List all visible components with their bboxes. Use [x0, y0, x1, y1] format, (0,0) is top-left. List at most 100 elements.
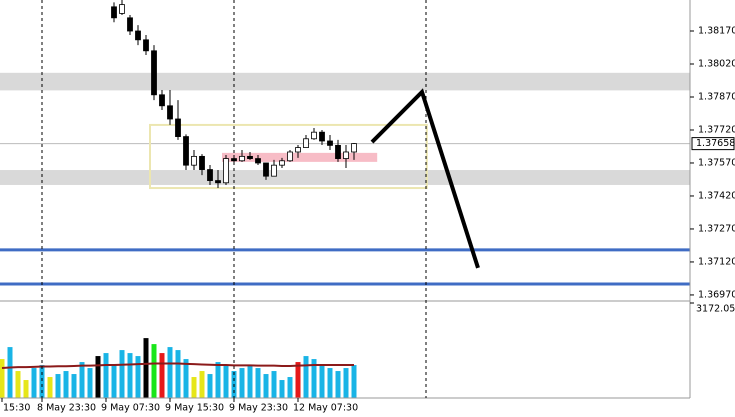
- volume-bar: [55, 374, 61, 398]
- volume-bar: [63, 371, 69, 398]
- volume-bar: [335, 371, 341, 398]
- candle-body: [135, 30, 141, 41]
- volume-bar: [79, 362, 85, 398]
- volume-bar: [135, 356, 141, 398]
- candle-body: [319, 131, 325, 142]
- y-tick-label: 1.37570: [698, 157, 735, 168]
- y-tick-label: 1.37270: [698, 223, 735, 234]
- range-box: [222, 152, 378, 162]
- x-tick-label: 12 May 07:30: [293, 403, 358, 414]
- candle-body: [279, 160, 285, 166]
- candle-body: [215, 180, 221, 184]
- volume-bar: [343, 368, 349, 398]
- candle-body: [167, 105, 173, 120]
- y-tick-label: 1.37870: [698, 91, 735, 102]
- price-pane: [0, 0, 690, 286]
- volume-bar: [287, 377, 293, 398]
- volume-bar: [351, 365, 357, 398]
- candle-body: [351, 143, 357, 153]
- candle-body: [199, 155, 205, 170]
- candle-body: [191, 155, 197, 166]
- support-zone: [0, 72, 690, 91]
- candle-body: [151, 50, 157, 96]
- candle-body: [303, 138, 309, 148]
- volume-bar: [319, 365, 325, 398]
- volume-bar: [111, 365, 117, 398]
- candle-body: [295, 147, 301, 153]
- candle-body: [327, 140, 333, 146]
- volume-bar: [175, 350, 181, 398]
- candle-body: [271, 164, 277, 177]
- candle-body: [247, 155, 253, 159]
- volume-bar: [207, 374, 213, 398]
- candle-body: [343, 151, 349, 159]
- y-tick-label: 1.38020: [698, 59, 735, 70]
- volume-bar: [15, 371, 21, 398]
- candle-body: [335, 144, 341, 159]
- candle-body: [111, 6, 117, 19]
- volume-bar: [71, 374, 77, 398]
- volume-bar: [39, 365, 45, 398]
- y-tick-label: 1.37720: [698, 124, 735, 135]
- candle-body: [119, 4, 125, 14]
- candle-body: [183, 136, 189, 166]
- volume-tick-label: 3172.05: [696, 304, 735, 315]
- volume-bar: [271, 371, 277, 398]
- volume-bar: [23, 380, 29, 398]
- candle-body: [143, 39, 149, 52]
- x-tick-label: 9 May 23:30: [229, 403, 288, 414]
- volume-bar: [247, 365, 253, 398]
- volume-bar: [223, 365, 229, 398]
- volume-bar: [151, 344, 157, 398]
- range-box: [149, 123, 428, 190]
- candle-body: [263, 162, 269, 177]
- volume-ma-line: [1, 362, 354, 370]
- volume-bar: [47, 377, 53, 398]
- volume-bar: [327, 368, 333, 398]
- volume-bar: [87, 368, 93, 398]
- y-tick-label: 1.37120: [698, 256, 735, 267]
- current-price-box: [691, 137, 735, 151]
- volume-bar: [31, 368, 37, 398]
- volume-bar: [143, 338, 149, 398]
- candle-body: [239, 155, 245, 162]
- current-price-label: 1.37658: [696, 138, 735, 149]
- x-tick-label: 15:30: [3, 403, 30, 414]
- volume-bar: [255, 368, 261, 398]
- volume-pane: [0, 338, 357, 398]
- x-tick-label: 8 May 23:30: [37, 403, 96, 414]
- volume-bar: [103, 353, 109, 398]
- candle-body: [207, 169, 213, 181]
- volume-bar: [167, 347, 173, 398]
- volume-bar: [199, 371, 205, 398]
- volume-bar: [191, 377, 197, 398]
- y-tick-label: 1.38170: [698, 26, 735, 37]
- support-zone: [0, 170, 690, 185]
- candle-body: [223, 158, 229, 184]
- volume-bar: [215, 362, 221, 398]
- y-tick-label: 1.36970: [698, 289, 735, 300]
- x-tick-label: 9 May 15:30: [165, 403, 224, 414]
- candle-body: [287, 151, 293, 162]
- volume-bar: [263, 374, 269, 398]
- y-tick-label: 1.37420: [698, 190, 735, 201]
- candle-body: [311, 131, 317, 140]
- volume-bar: [183, 359, 189, 398]
- volume-bar: [311, 359, 317, 398]
- candle-body: [159, 94, 165, 107]
- volume-bar: [295, 362, 301, 398]
- volume-bar: [7, 347, 13, 398]
- candle-body: [255, 158, 261, 164]
- volume-bar: [127, 353, 133, 398]
- volume-bar: [303, 356, 309, 398]
- volume-bar: [159, 353, 165, 398]
- volume-bar: [95, 356, 101, 398]
- forecast-arrow: [370, 88, 480, 269]
- volume-bar: [279, 380, 285, 398]
- volume-bar: [239, 368, 245, 398]
- x-tick-label: 9 May 07:30: [101, 403, 160, 414]
- candle-body: [175, 118, 181, 137]
- candle-body: [127, 17, 133, 32]
